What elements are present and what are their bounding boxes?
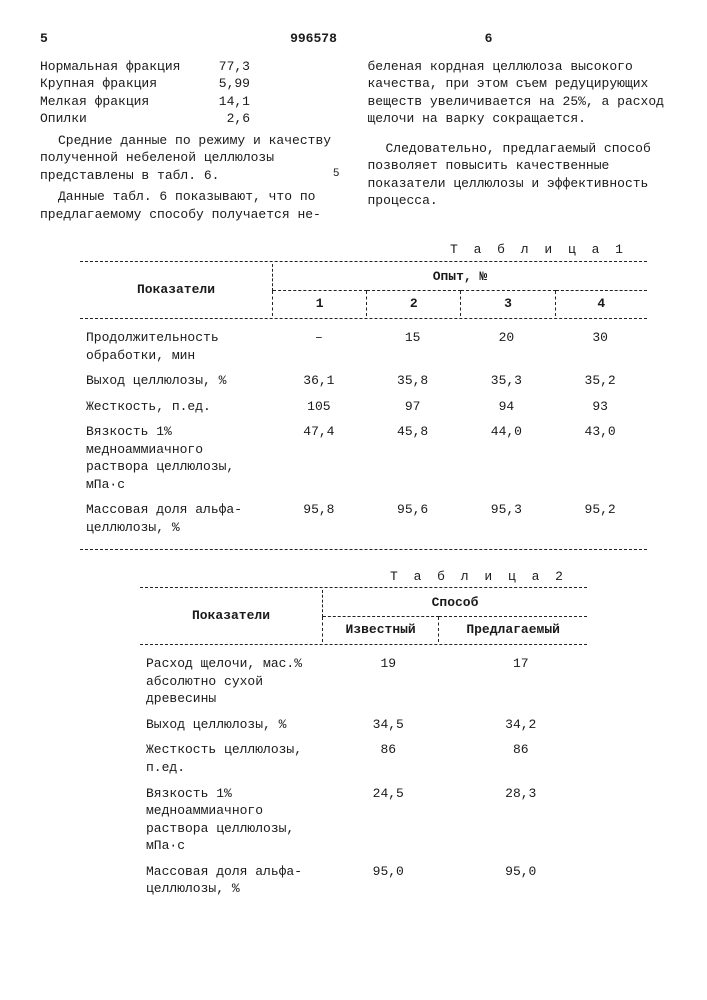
cell: 86 — [455, 737, 588, 780]
fraction-label: Опилки — [40, 110, 200, 128]
fraction-label: Крупная фракция — [40, 75, 200, 93]
row-label: Расход щелочи, мас.% абсолютно сухой дре… — [140, 651, 322, 712]
fraction-row: Крупная фракция 5,99 — [40, 75, 340, 93]
left-column: Нормальная фракция 77,3 Крупная фракция … — [40, 58, 340, 224]
page-num-left: 5 — [40, 30, 222, 48]
fraction-row: Опилки 2,6 — [40, 110, 340, 128]
col-2: 2 — [367, 290, 461, 316]
row-label: Жесткость, п.ед. — [80, 394, 272, 420]
doc-number: 996578 — [222, 30, 404, 48]
paragraph: Средние данные по режиму и качеству полу… — [40, 132, 340, 185]
cell: 47,4 — [272, 419, 366, 497]
col-3: 3 — [461, 290, 555, 316]
cell: – — [272, 325, 366, 368]
two-column-body: Нормальная фракция 77,3 Крупная фракция … — [40, 58, 667, 224]
divider — [80, 261, 647, 262]
row-label: Массовая доля альфа-целлюлозы, % — [140, 859, 322, 902]
col-group: Способ — [323, 590, 588, 616]
right-column: беленая кордная целлюлоза высокого качес… — [368, 58, 668, 224]
cell: 43,0 — [553, 419, 647, 497]
col-param: Показатели — [80, 264, 273, 316]
cell: 94 — [460, 394, 554, 420]
paragraph: Следовательно, предлагаемый способ позво… — [368, 140, 668, 210]
table-row: Выход целлюлозы, % 34,5 34,2 — [140, 712, 587, 738]
fraction-label: Мелкая фракция — [40, 93, 200, 111]
cell: 15 — [366, 325, 460, 368]
cell: 19 — [322, 651, 455, 712]
divider — [80, 318, 647, 319]
fraction-value: 14,1 — [200, 93, 250, 111]
col-4: 4 — [555, 290, 647, 316]
cell: 24,5 — [322, 781, 455, 859]
cell: 95,2 — [553, 497, 647, 540]
divider — [80, 549, 647, 550]
paragraph-text: Средние данные по режиму и качеству полу… — [40, 133, 331, 183]
cell: 30 — [553, 325, 647, 368]
fraction-row: Мелкая фракция 14,1 — [40, 93, 340, 111]
cell: 105 — [272, 394, 366, 420]
col-param: Показатели — [140, 590, 323, 642]
cell: 95,3 — [460, 497, 554, 540]
cell: 34,2 — [455, 712, 588, 738]
table-1-title: Т а б л и ц а 1 — [40, 241, 667, 259]
cell: 35,2 — [553, 368, 647, 394]
fraction-value: 2,6 — [200, 110, 250, 128]
cell: 35,3 — [460, 368, 554, 394]
table-header-row: Показатели Опыт, № — [80, 264, 647, 290]
table-row: Выход целлюлозы, % 36,1 35,8 35,3 35,2 — [80, 368, 647, 394]
col-known: Известный — [323, 616, 439, 642]
cell: 95,0 — [455, 859, 588, 902]
table-2: Показатели Способ Известный Предлагаемый… — [140, 587, 587, 902]
cell: 97 — [366, 394, 460, 420]
cell: 93 — [553, 394, 647, 420]
col-proposed: Предлагаемый — [439, 616, 587, 642]
page-num-right: 6 — [405, 30, 667, 48]
table-row: Продолжительность обработки, мин – 15 20… — [80, 325, 647, 368]
cell: 95,6 — [366, 497, 460, 540]
table-row: Вязкость 1% медноаммиачного раствора цел… — [140, 781, 587, 859]
table-row: Массовая доля альфа-целлюлозы, % 95,8 95… — [80, 497, 647, 540]
table-row: Жесткость, п.ед. 105 97 94 93 — [80, 394, 647, 420]
paragraph: Данные табл. 6 показывают, что по предла… — [40, 188, 340, 223]
cell: 28,3 — [455, 781, 588, 859]
cell: 17 — [455, 651, 588, 712]
table-header-row: Показатели Способ — [140, 590, 587, 616]
row-label: Жесткость целлюлозы, п.ед. — [140, 737, 322, 780]
table-row: Расход щелочи, мас.% абсолютно сухой дре… — [140, 651, 587, 712]
row-label: Массовая доля альфа-целлюлозы, % — [80, 497, 272, 540]
row-label: Продолжительность обработки, мин — [80, 325, 272, 368]
cell: 86 — [322, 737, 455, 780]
line-marker: 5 — [315, 167, 340, 182]
table-row: Массовая доля альфа-целлюлозы, % 95,0 95… — [140, 859, 587, 902]
fraction-value: 77,3 — [200, 58, 250, 76]
cell: 95,0 — [322, 859, 455, 902]
page-header: 5 996578 6 — [40, 30, 667, 48]
row-label: Вязкость 1% медноаммиачного раствора цел… — [140, 781, 322, 859]
cell: 95,8 — [272, 497, 366, 540]
fraction-value: 5,99 — [200, 75, 250, 93]
cell: 34,5 — [322, 712, 455, 738]
table-row: Жесткость целлюлозы, п.ед. 86 86 — [140, 737, 587, 780]
table-2-title: Т а б л и ц а 2 — [40, 568, 667, 586]
cell: 20 — [460, 325, 554, 368]
row-label: Выход целлюлозы, % — [140, 712, 322, 738]
divider — [140, 587, 587, 588]
cell: 45,8 — [366, 419, 460, 497]
cell: 36,1 — [272, 368, 366, 394]
fraction-row: Нормальная фракция 77,3 — [40, 58, 340, 76]
cell: 44,0 — [460, 419, 554, 497]
table-1: Показатели Опыт, № 1 2 3 4 Продолжительн… — [80, 261, 647, 550]
fraction-label: Нормальная фракция — [40, 58, 200, 76]
row-label: Вязкость 1% медноаммиачного раствора цел… — [80, 419, 272, 497]
cell: 35,8 — [366, 368, 460, 394]
table-row: Вязкость 1% медноаммиачного раствора цел… — [80, 419, 647, 497]
divider — [140, 644, 587, 645]
row-label: Выход целлюлозы, % — [80, 368, 272, 394]
col-1: 1 — [273, 290, 367, 316]
paragraph: беленая кордная целлюлоза высокого качес… — [368, 58, 668, 128]
col-group: Опыт, № — [273, 264, 648, 290]
